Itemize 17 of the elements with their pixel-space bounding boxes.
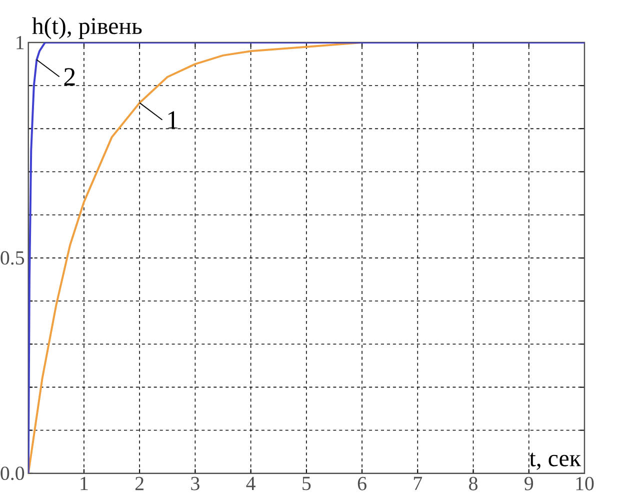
x-tick-label: 2 [135,477,144,490]
x-tick-label: 3 [191,477,200,490]
x-tick-label: 8 [469,477,478,491]
x-tick-label: 1 [80,477,88,490]
x-axis-title: t, сек [529,452,581,470]
series-label: 1 [168,111,178,129]
x-tick-label: 10 [576,477,594,491]
x-tick-label: 5 [302,477,311,490]
y-tick-label: 1 [16,36,24,50]
y-tick-label: 0.5 [0,251,24,265]
y-axis-title: h(t), рівень [32,18,142,40]
series-label: 2 [64,68,75,86]
y-tick-label: 0.0 [0,466,24,480]
x-tick-label: 9 [524,477,534,490]
x-tick-label: 7 [414,477,422,490]
x-tick-label: 4 [246,477,256,490]
x-tick-label: 6 [358,477,366,490]
